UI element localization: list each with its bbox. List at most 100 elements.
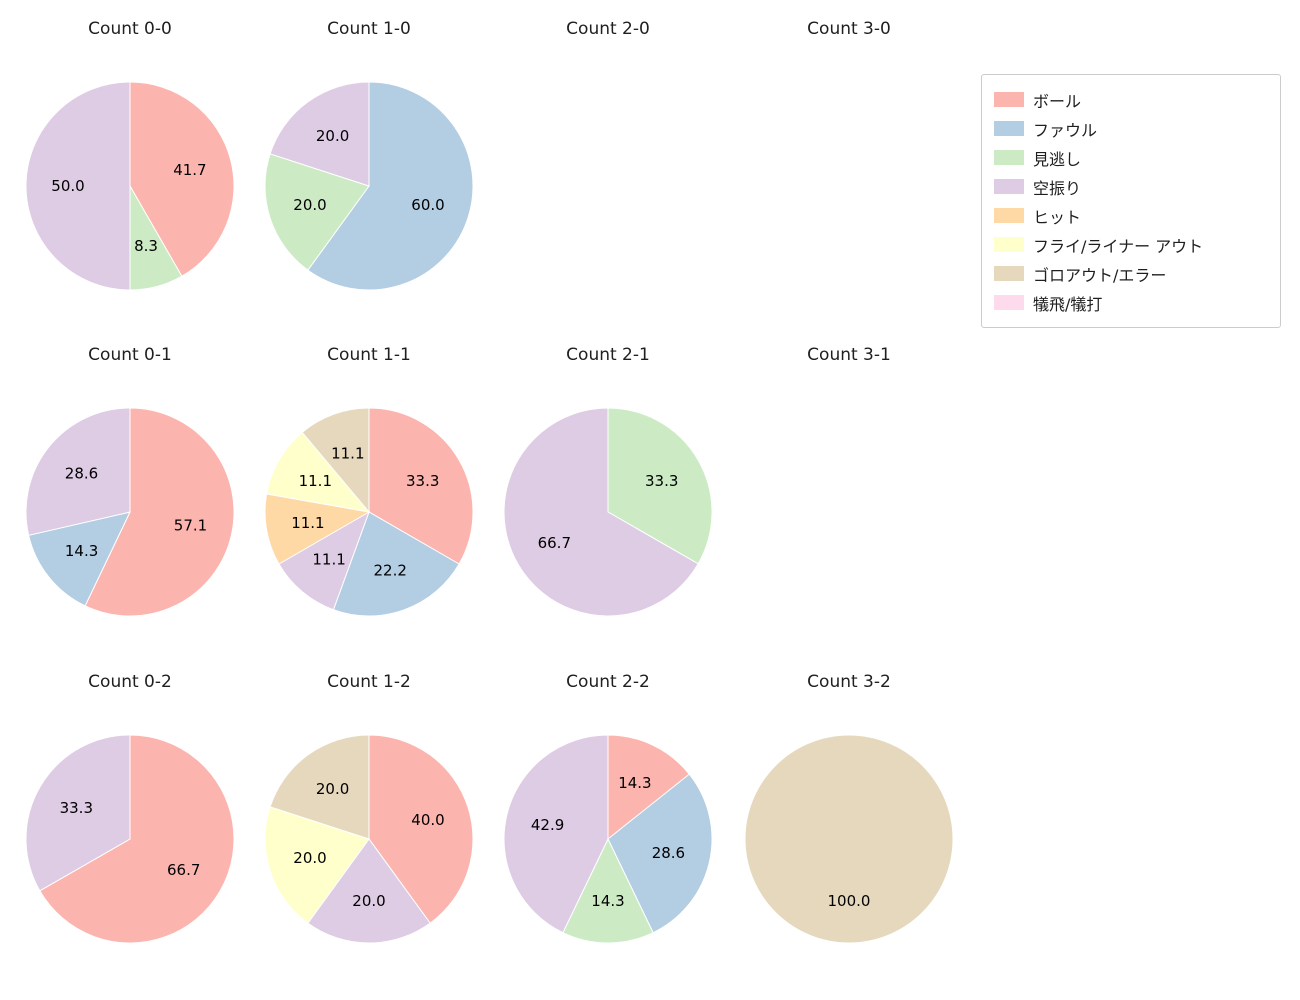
slice-percentage-label: 28.6 xyxy=(652,844,685,862)
slice-percentage-label: 50.0 xyxy=(51,177,84,195)
pie-slice xyxy=(269,81,370,187)
pie-slice xyxy=(39,734,235,944)
slice-percentage-label: 20.0 xyxy=(293,196,326,214)
legend-item: ヒット xyxy=(994,201,1268,230)
legend-item: 見逃し xyxy=(994,143,1268,172)
pie-slice xyxy=(307,81,474,291)
slice-percentage-label: 33.3 xyxy=(60,799,93,817)
legend-label: 見逃し xyxy=(1033,149,1082,169)
chart-count-1-0: Count 1-0 60.0 20.0 20.0 xyxy=(259,17,479,296)
chart-count-3-1: Count 3-1 xyxy=(739,343,959,622)
slice-percentage-label: 66.7 xyxy=(538,534,571,552)
slice-percentage-label: 20.0 xyxy=(316,780,349,798)
legend-label: ヒット xyxy=(1033,207,1082,227)
pie-chart: 40.0 20.0 20.0 20.0 xyxy=(264,734,474,944)
pie-slice xyxy=(607,734,691,841)
pie-slice xyxy=(28,511,131,607)
pie-chart: 100.0 xyxy=(744,734,954,944)
legend-item: ファウル xyxy=(994,114,1268,143)
pie-slice xyxy=(744,734,954,944)
chart-title: Count 3-1 xyxy=(807,345,891,365)
pie-slice xyxy=(269,734,370,840)
chart-title: Count 0-2 xyxy=(88,672,172,692)
chart-count-3-0: Count 3-0 xyxy=(739,17,959,296)
slice-percentage-label: 33.3 xyxy=(645,472,678,490)
chart-title: Count 3-2 xyxy=(807,672,891,692)
chart-title: Count 1-1 xyxy=(327,345,411,365)
legend-swatch-icon xyxy=(994,208,1024,223)
pie-chart xyxy=(739,76,959,296)
legend-item: ボール xyxy=(994,85,1268,114)
chart-count-0-2: Count 0-2 66.7 33.3 xyxy=(20,670,240,949)
chart-title: Count 2-0 xyxy=(566,19,650,39)
slice-percentage-label: 22.2 xyxy=(373,561,406,579)
slice-percentage-label: 20.0 xyxy=(352,892,385,910)
legend-swatch-icon xyxy=(994,92,1024,107)
pie-chart: 14.3 28.6 14.3 42.9 xyxy=(503,734,713,944)
chart-count-2-0: Count 2-0 xyxy=(498,17,718,296)
slice-percentage-label: 11.1 xyxy=(291,514,324,532)
pie-slice xyxy=(332,511,460,617)
pie-slice xyxy=(607,773,713,934)
chart-title: Count 1-2 xyxy=(327,672,411,692)
pie-slice xyxy=(503,407,699,617)
slice-percentage-label: 11.1 xyxy=(299,472,332,490)
slice-percentage-label: 14.3 xyxy=(618,774,651,792)
pie-slice xyxy=(266,431,371,513)
chart-count-0-0: Count 0-0 41.7 8.3 50.0 xyxy=(20,17,240,296)
slice-percentage-label: 28.6 xyxy=(65,464,98,482)
legend-swatch-icon xyxy=(994,237,1024,252)
slice-percentage-label: 41.7 xyxy=(173,161,206,179)
slice-percentage-label: 20.0 xyxy=(293,849,326,867)
legend-swatch-icon xyxy=(994,266,1024,281)
pie-chart: 33.3 66.7 xyxy=(503,407,713,617)
pie-slice xyxy=(264,493,371,565)
pie-chart: 60.0 20.0 20.0 xyxy=(264,81,474,291)
slice-percentage-label: 11.1 xyxy=(312,551,345,569)
slice-percentage-label: 42.9 xyxy=(531,816,564,834)
chart-title: Count 0-0 xyxy=(88,19,172,39)
pie-chart: 66.7 33.3 xyxy=(25,734,235,944)
pie-slice xyxy=(25,81,131,291)
legend-label: ボール xyxy=(1033,91,1082,111)
slice-percentage-label: 60.0 xyxy=(411,196,444,214)
pie-chart xyxy=(498,76,718,296)
pie-slice xyxy=(25,734,131,892)
pie-slice xyxy=(368,734,474,924)
legend-swatch-icon xyxy=(994,295,1024,310)
slice-percentage-label: 57.1 xyxy=(174,517,207,535)
slice-percentage-label: 100.0 xyxy=(828,892,871,910)
chart-count-2-1: Count 2-1 33.3 66.7 xyxy=(498,343,718,622)
slice-percentage-label: 40.0 xyxy=(411,811,444,829)
pie-slice xyxy=(368,407,474,565)
legend-swatch-icon xyxy=(994,150,1024,165)
legend-item: フライ/ライナー アウト xyxy=(994,230,1268,259)
pie-slice xyxy=(301,407,370,514)
chart-count-0-1: Count 0-1 57.1 14.3 28.6 xyxy=(20,343,240,622)
chart-title: Count 2-1 xyxy=(566,345,650,365)
slice-percentage-label: 14.3 xyxy=(591,892,624,910)
slice-percentage-label: 8.3 xyxy=(134,237,158,255)
chart-title: Count 3-0 xyxy=(807,19,891,39)
legend-label: ファウル xyxy=(1033,120,1098,140)
legend-swatch-icon xyxy=(994,179,1024,194)
chart-count-3-2: Count 3-2 100.0 xyxy=(739,670,959,949)
chart-count-1-1: Count 1-1 33.3 22.2 11.1 11.1 11.1 11.1 xyxy=(259,343,479,622)
chart-count-1-2: Count 1-2 40.0 20.0 20.0 20.0 xyxy=(259,670,479,949)
pie-slice xyxy=(84,407,235,617)
pie-chart: 33.3 22.2 11.1 11.1 11.1 11.1 xyxy=(264,407,474,617)
pie-slice xyxy=(264,153,370,271)
legend-label: フライ/ライナー アウト xyxy=(1033,236,1204,256)
pie-slice xyxy=(278,510,370,611)
legend-label: ゴロアウト/エラー xyxy=(1033,265,1167,285)
chart-title: Count 2-2 xyxy=(566,672,650,692)
pie-chart xyxy=(739,402,959,622)
legend-swatch-icon xyxy=(994,121,1024,136)
legend: ボール ファウル 見逃し 空振り ヒット フライ/ライナー アウト ゴロアウト/エラー 犠飛/… xyxy=(981,74,1281,328)
pie-slice xyxy=(562,837,654,944)
pie-slice xyxy=(129,81,235,277)
chart-title: Count 1-0 xyxy=(327,19,411,39)
slice-percentage-label: 11.1 xyxy=(331,445,364,463)
slice-percentage-label: 66.7 xyxy=(167,861,200,879)
pie-chart: 57.1 14.3 28.6 xyxy=(25,407,235,617)
